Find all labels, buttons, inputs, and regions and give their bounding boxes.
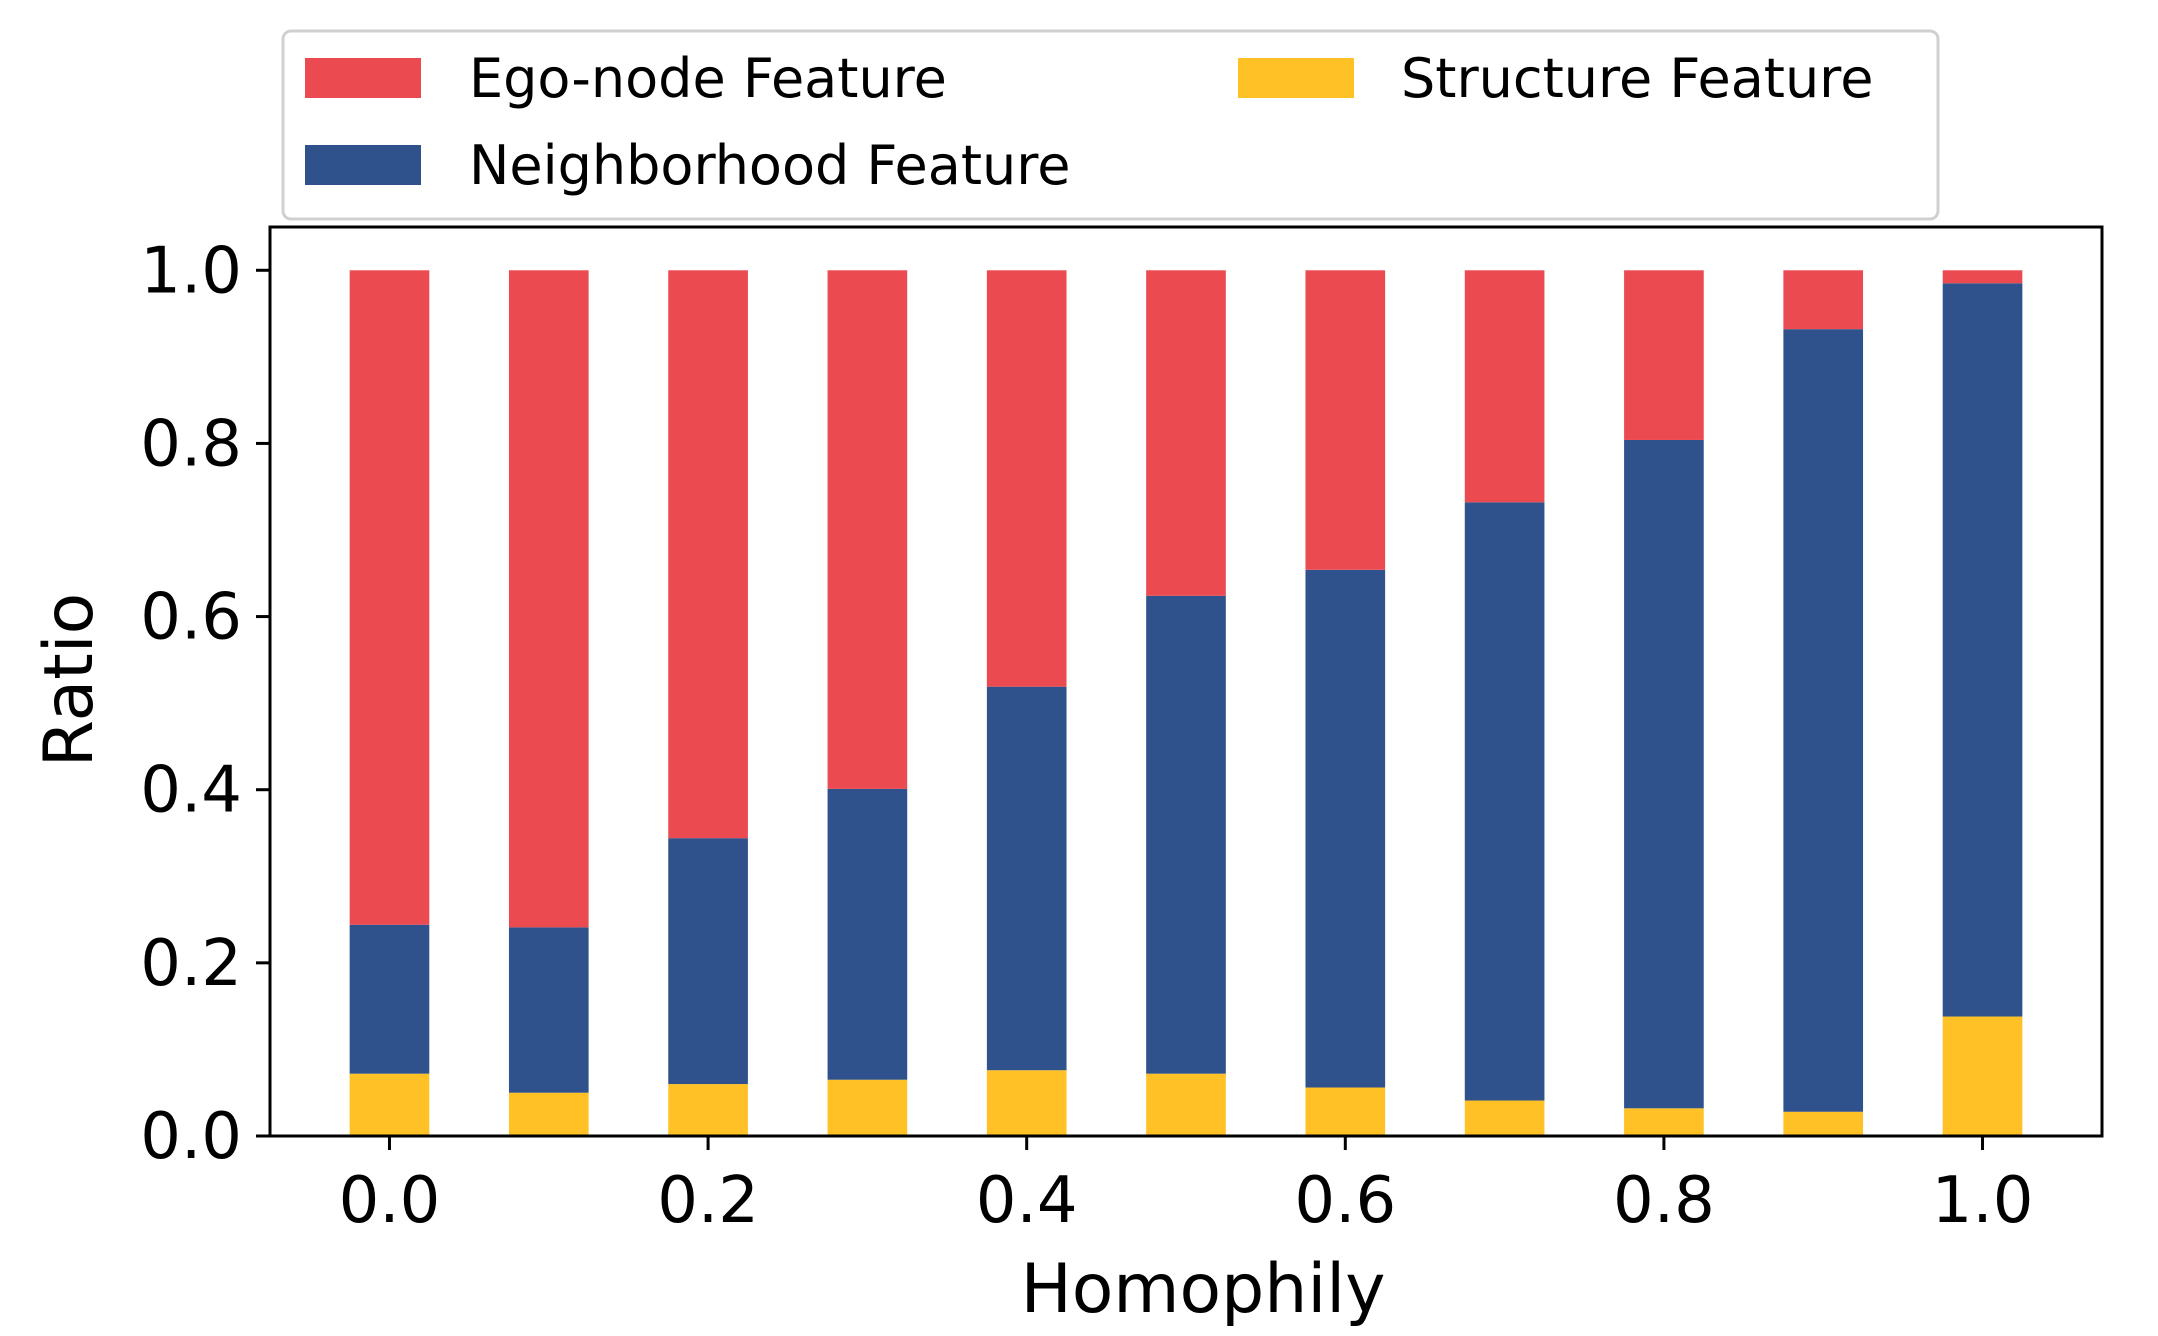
bar-neighborhood-feature-7 [1464, 502, 1545, 1101]
bar-neighborhood-feature-4 [986, 686, 1067, 1071]
x-tick-label: 0.8 [1613, 1164, 1715, 1238]
bar-ego-node-feature-2 [668, 270, 748, 839]
bar-structure-feature-4 [986, 1070, 1067, 1136]
bar-neighborhood-feature-0 [349, 924, 430, 1074]
bar-structure-feature-9 [1783, 1111, 1864, 1136]
bar-neighborhood-feature-2 [668, 838, 748, 1085]
legend-label-neighborhood: Neighborhood Feature [469, 134, 1071, 197]
ticks-layer: 0.0 0.2 0.4 0.6 0.8 1.0 0.0 0.2 0.4 0.6 0.8 1.0 [140, 234, 2033, 1238]
bar-neighborhood-feature-10 [1942, 283, 2023, 1017]
bar-ego-node-feature-9 [1783, 270, 1864, 330]
bar-structure-feature-10 [1942, 1016, 2023, 1136]
legend-swatch-structure [1238, 58, 1354, 98]
bar-structure-feature-0 [349, 1073, 430, 1136]
bar-ego-node-feature-0 [349, 270, 430, 925]
y-tick-label: 0.8 [140, 407, 242, 481]
bar-ego-node-feature-8 [1624, 270, 1704, 440]
y-axis-label: Ratio [30, 593, 109, 768]
y-tick-label: 0.2 [140, 927, 242, 1001]
x-tick-label: 1.0 [1932, 1164, 2034, 1238]
bar-structure-feature-8 [1624, 1108, 1704, 1136]
plot-frame [268, 225, 2104, 1138]
x-tick-label: 0.4 [976, 1164, 1078, 1238]
legend-label-structure: Structure Feature [1401, 47, 1873, 110]
x-tick-label: 0.0 [339, 1164, 441, 1238]
bar-ego-node-feature-4 [986, 270, 1067, 687]
bar-structure-feature-1 [508, 1092, 589, 1136]
bar-neighborhood-feature-3 [827, 788, 908, 1080]
bar-ego-node-feature-3 [827, 270, 908, 789]
bar-neighborhood-feature-9 [1783, 329, 1864, 1112]
bar-neighborhood-feature-1 [508, 927, 589, 1093]
bar-ego-node-feature-7 [1464, 270, 1545, 503]
bar-structure-feature-3 [827, 1079, 908, 1136]
bar-structure-feature-2 [668, 1084, 748, 1136]
bar-ego-node-feature-5 [1146, 270, 1226, 596]
y-tick-label: 0.4 [140, 754, 242, 828]
legend-label-ego-node: Ego-node Feature [469, 47, 947, 110]
legend-swatch-neighborhood [305, 145, 421, 185]
x-axis-label: Homophily [1021, 1250, 1386, 1329]
y-tick-label: 0.0 [140, 1100, 242, 1174]
x-tick-label: 0.6 [1294, 1164, 1396, 1238]
y-tick-label: 0.6 [140, 581, 242, 655]
x-tick-label: 0.2 [657, 1164, 759, 1238]
bar-structure-feature-7 [1464, 1100, 1545, 1136]
bar-ego-node-feature-10 [1942, 270, 2023, 284]
legend-frame [281, 29, 1940, 221]
bars-layer [349, 270, 2023, 1136]
legend: Ego-node Feature Structure Feature Neigh… [281, 29, 1940, 221]
bar-structure-feature-6 [1305, 1087, 1386, 1136]
bar-neighborhood-feature-6 [1305, 569, 1386, 1088]
bar-neighborhood-feature-8 [1624, 439, 1704, 1109]
bar-neighborhood-feature-5 [1146, 595, 1226, 1074]
bar-ego-node-feature-6 [1305, 270, 1386, 570]
legend-swatch-ego-node [305, 58, 421, 98]
bar-structure-feature-5 [1146, 1073, 1226, 1136]
y-tick-label: 1.0 [140, 234, 242, 308]
bar-ego-node-feature-1 [508, 270, 589, 928]
